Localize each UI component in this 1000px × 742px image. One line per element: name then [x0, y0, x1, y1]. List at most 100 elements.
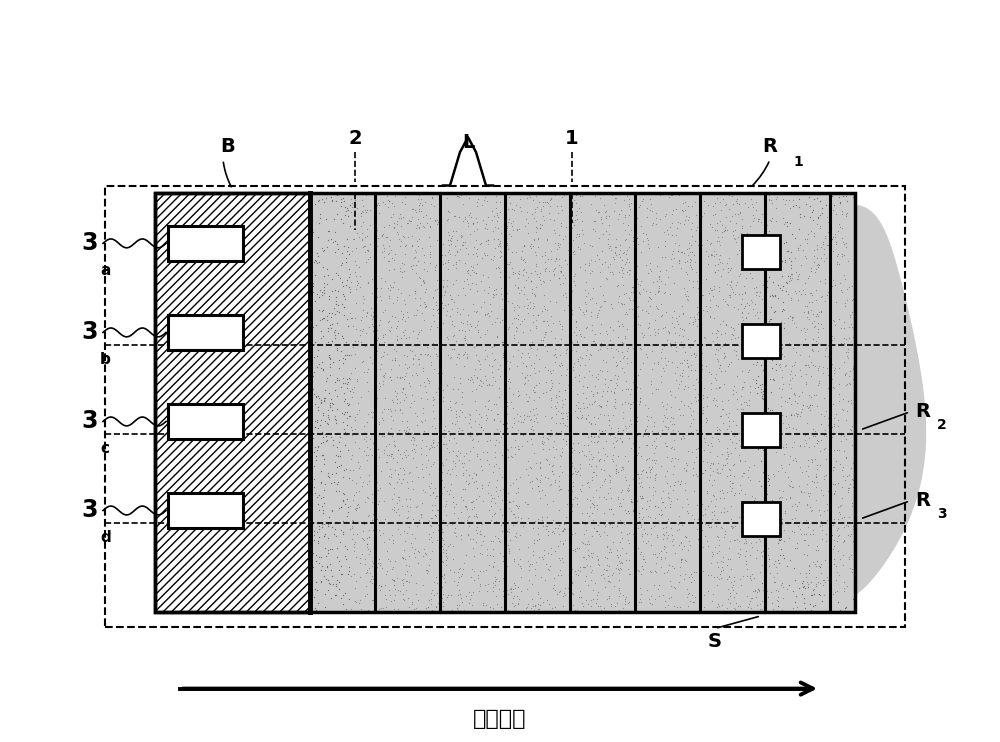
Point [291, 591, 307, 603]
Point [712, 196, 728, 208]
Point [803, 304, 819, 316]
Point [618, 422, 634, 434]
Point [240, 241, 256, 253]
Point [290, 378, 306, 390]
Point [592, 266, 608, 278]
Point [821, 222, 837, 234]
Point [178, 203, 194, 214]
Point [539, 315, 555, 326]
Point [157, 532, 173, 544]
Point [774, 372, 790, 384]
Point [528, 556, 544, 568]
Point [199, 593, 215, 605]
Point [233, 295, 249, 306]
Point [439, 192, 455, 204]
Point [816, 473, 832, 485]
Point [734, 220, 750, 232]
Point [216, 516, 232, 528]
Point [682, 259, 698, 271]
Point [442, 429, 458, 441]
Point [419, 349, 435, 361]
Point [264, 234, 280, 246]
Point [306, 481, 322, 493]
Point [778, 359, 794, 371]
Point [762, 500, 778, 512]
Point [420, 516, 436, 528]
Point [809, 401, 825, 413]
Point [836, 576, 852, 588]
Point [155, 320, 171, 332]
Point [264, 525, 280, 537]
Point [310, 194, 326, 206]
Point [589, 503, 605, 515]
Point [242, 564, 258, 576]
Point [346, 539, 362, 551]
Point [756, 602, 772, 614]
Point [207, 343, 223, 355]
Point [194, 360, 210, 372]
Point [306, 389, 322, 401]
Point [769, 439, 785, 451]
Point [837, 370, 853, 381]
Point [193, 345, 209, 357]
Point [219, 407, 235, 418]
Point [262, 237, 278, 249]
Point [155, 376, 171, 388]
Point [261, 209, 277, 221]
Point [298, 562, 314, 574]
Point [570, 569, 586, 581]
Point [831, 387, 847, 399]
Point [460, 263, 476, 275]
Point [311, 504, 327, 516]
Point [281, 331, 297, 343]
Point [175, 247, 191, 259]
Point [800, 470, 816, 482]
Point [283, 498, 299, 510]
Point [274, 596, 290, 608]
Point [449, 351, 465, 363]
Point [388, 390, 404, 402]
Point [425, 337, 441, 349]
Point [161, 567, 177, 579]
Point [176, 471, 192, 483]
Point [575, 600, 591, 612]
Point [311, 489, 327, 501]
Point [566, 270, 582, 282]
Point [152, 243, 168, 255]
Point [686, 605, 702, 617]
Point [743, 537, 759, 549]
Point [157, 380, 173, 392]
Point [283, 374, 299, 386]
Point [777, 505, 793, 517]
Point [219, 594, 235, 606]
Point [513, 585, 529, 597]
Point [562, 318, 578, 330]
Point [801, 361, 817, 372]
Point [181, 228, 197, 240]
Point [249, 344, 265, 355]
Point [238, 213, 254, 225]
Point [335, 598, 351, 610]
Point [657, 596, 673, 608]
Point [783, 246, 799, 258]
Point [574, 188, 590, 200]
Point [690, 442, 706, 454]
Point [665, 533, 681, 545]
Point [239, 383, 255, 395]
Point [274, 341, 290, 352]
Point [780, 289, 796, 301]
Point [641, 338, 657, 349]
Point [610, 466, 626, 478]
Point [764, 352, 780, 364]
Point [651, 269, 667, 281]
Point [366, 370, 382, 382]
Point [262, 395, 278, 407]
Point [548, 391, 564, 403]
Point [203, 547, 219, 559]
Point [547, 601, 563, 613]
Point [544, 465, 560, 477]
Point [292, 418, 308, 430]
Point [632, 480, 648, 492]
Point [634, 464, 650, 476]
Point [293, 214, 309, 226]
